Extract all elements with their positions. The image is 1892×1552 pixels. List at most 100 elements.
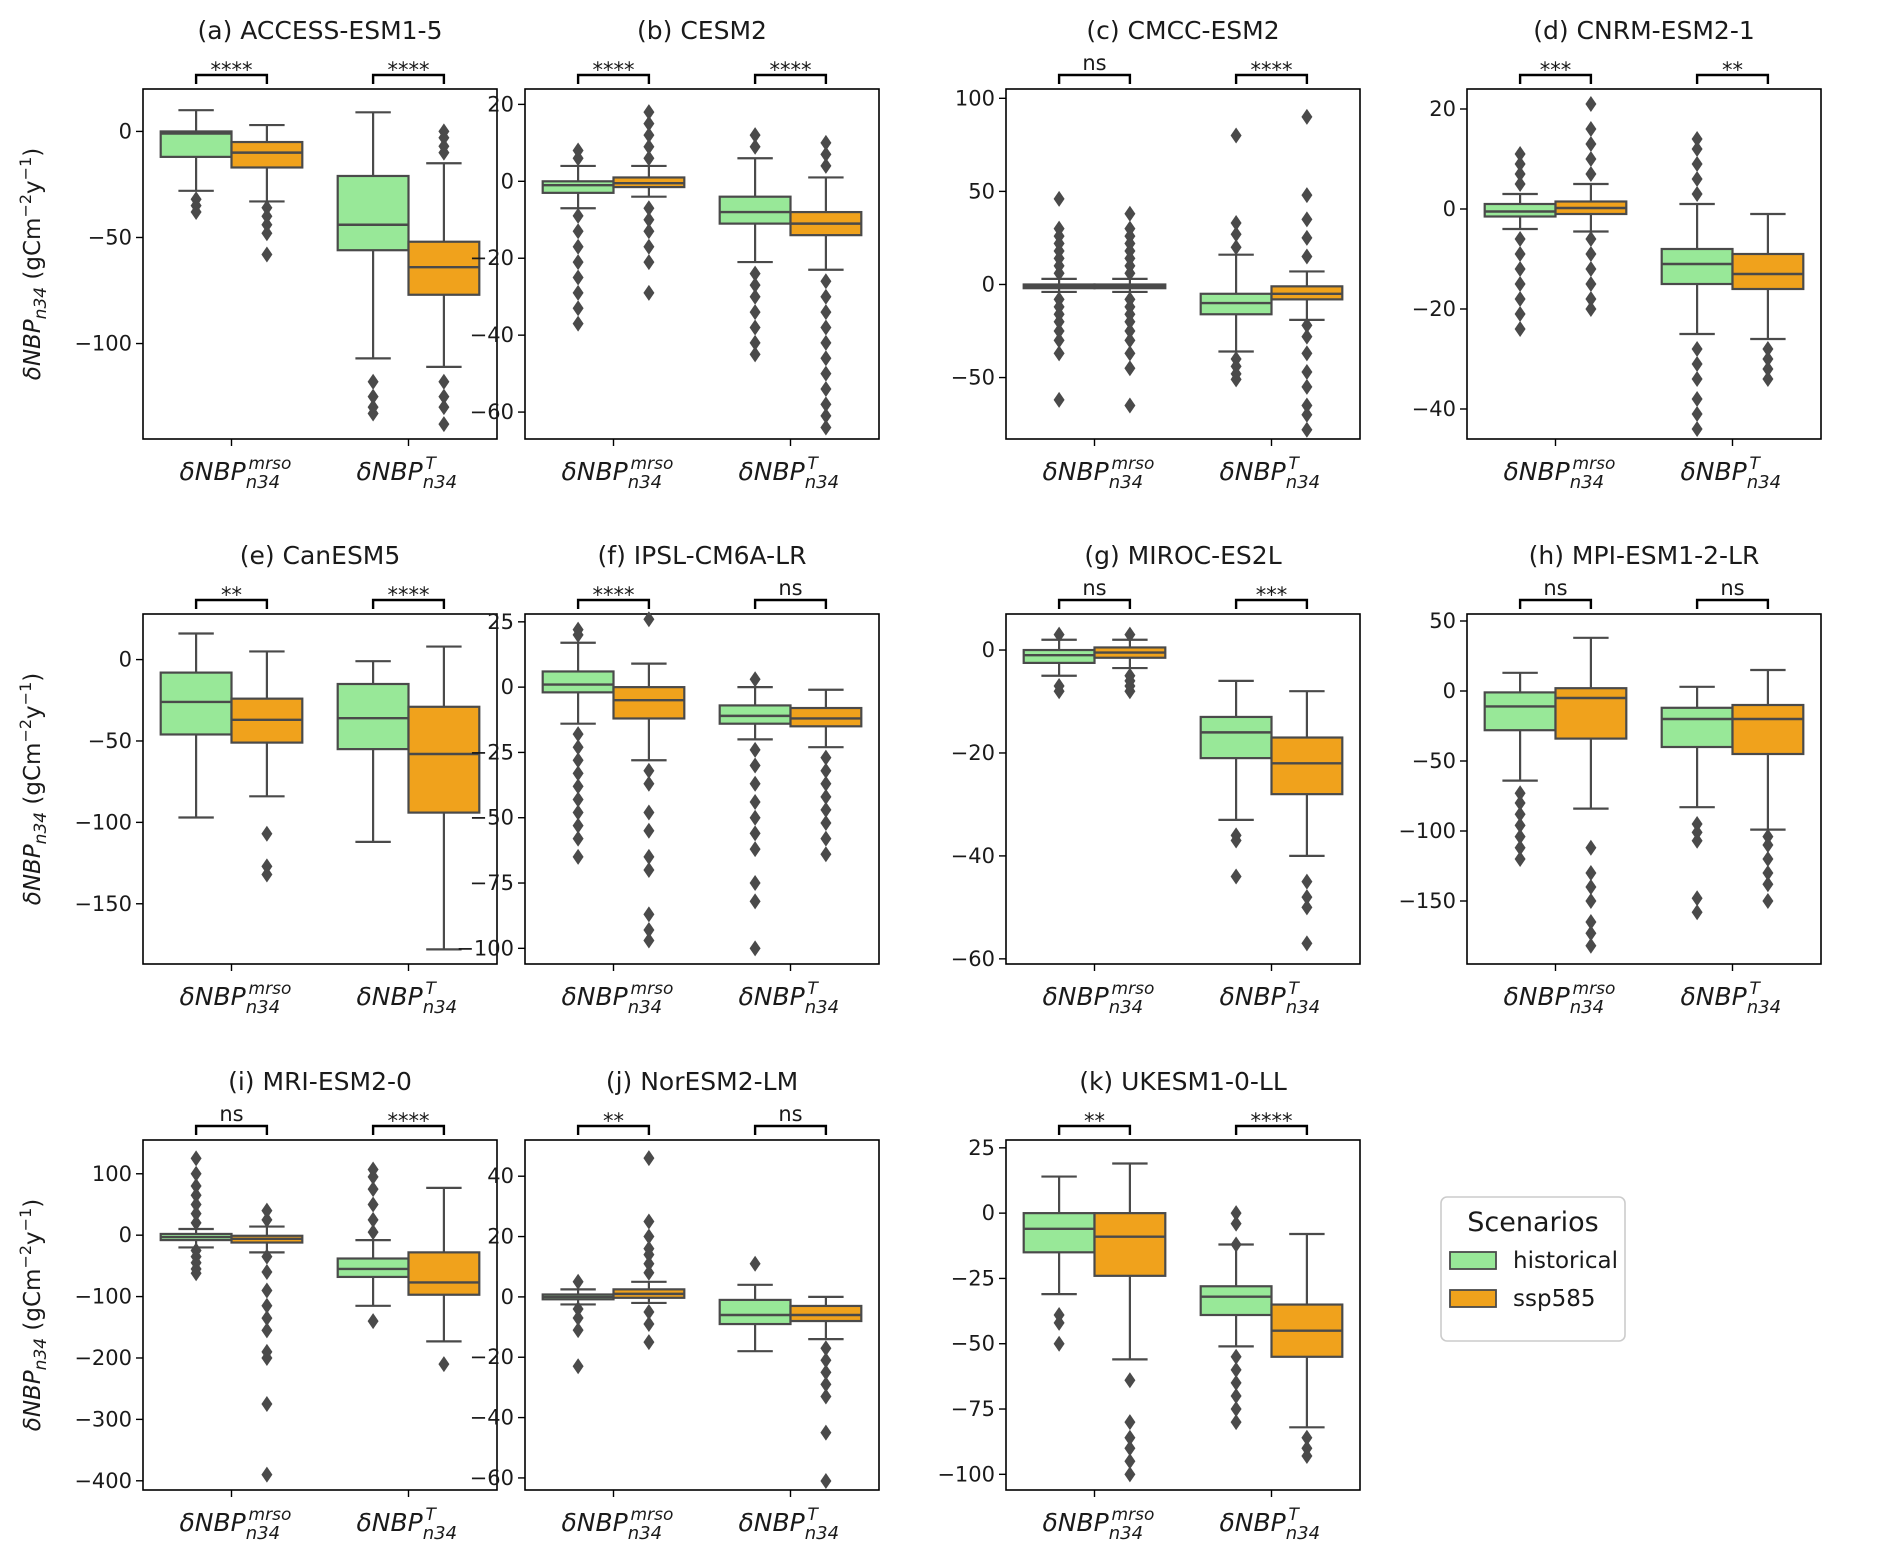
outlier-point (643, 138, 655, 155)
outlier-point (749, 775, 761, 792)
outlier-point (820, 830, 832, 847)
box-ssp585-t (789, 134, 863, 436)
x-tick-label: δNBPn34T (1220, 454, 1321, 493)
outlier-point (643, 804, 655, 821)
box-body (612, 686, 686, 720)
y-tick-label: −60 (951, 947, 995, 971)
box-body (336, 682, 410, 751)
y-tick-label: −60 (470, 400, 514, 424)
outlier-point (643, 238, 655, 255)
outlier-point (261, 1297, 273, 1314)
axes-frame (1005, 88, 1361, 440)
outlier-point (438, 373, 450, 390)
box-body (1660, 247, 1734, 286)
outlier-point (1053, 345, 1065, 362)
panel-9: (i) MRI-ESM2-0 100 0 −100 −200 −300 −400 δNBPn3… (16, 1067, 498, 1544)
box-body (1093, 1212, 1167, 1277)
outlier-point (643, 1240, 655, 1257)
y-tick-label: −50 (470, 806, 514, 830)
panel-title: (i) MRI-ESM2-0 (228, 1067, 412, 1096)
y-tick-label: −20 (470, 1345, 514, 1369)
box-body (1483, 691, 1557, 732)
outlier-point (1585, 276, 1597, 292)
box-ssp585-t (1270, 1232, 1344, 1465)
significance-label: ns (1082, 51, 1106, 75)
outlier-point (643, 127, 655, 144)
box-body (1270, 736, 1344, 796)
outlier-point (749, 809, 761, 826)
outlier-point (820, 365, 832, 382)
outlier-point (1301, 248, 1313, 265)
box-body (407, 705, 481, 814)
outlier-point (643, 1228, 655, 1245)
outlier-point (1301, 1429, 1313, 1446)
x-tick-label: δNBPn34mrso (562, 979, 674, 1018)
outlier-point (438, 388, 450, 405)
outlier-point (749, 265, 761, 282)
outlier-point (643, 932, 655, 949)
outlier-point (1585, 231, 1597, 247)
outlier-point (820, 1424, 832, 1441)
significance-bracket (576, 1124, 651, 1135)
box-historical-t (718, 127, 792, 363)
y-tick-label: −400 (74, 1469, 132, 1493)
outlier-point (1514, 851, 1526, 867)
outlier-point (367, 388, 379, 405)
x-tick-label: δNBPn34mrso (562, 454, 674, 493)
box-body (718, 1298, 792, 1326)
outlier-point (261, 225, 273, 242)
outlier-point (1514, 795, 1526, 811)
outlier-point (749, 334, 761, 351)
box-ssp585-t (407, 123, 481, 433)
outlier-point (820, 762, 832, 779)
outlier-point (572, 778, 584, 795)
outlier-point (643, 1150, 655, 1167)
outlier-point (1691, 824, 1703, 841)
outlier-point (572, 621, 584, 638)
box-ssp585-mrso (1093, 626, 1167, 700)
box-historical-t (1660, 685, 1734, 921)
y-tick-label: −50 (951, 1332, 995, 1356)
outlier-point (1691, 131, 1703, 147)
outlier-point (1514, 839, 1526, 856)
box-historical-t (336, 111, 410, 422)
outlier-point (1230, 1361, 1242, 1378)
significance-bracket (1695, 598, 1770, 609)
x-tick-label: δNBPn34mrso (1504, 979, 1616, 1018)
box-ssp585-t (789, 1295, 863, 1489)
outlier-point (749, 825, 761, 842)
box-ssp585-mrso (612, 104, 686, 301)
outlier-point (1053, 313, 1065, 330)
outlier-point (572, 1358, 584, 1375)
outlier-point (1230, 868, 1242, 885)
y-tick-label: 25 (968, 1136, 995, 1160)
outlier-point (1585, 839, 1597, 856)
outlier-point (643, 115, 655, 132)
box-ssp585-mrso (230, 123, 304, 263)
significance-label: ns (1720, 576, 1744, 600)
outlier-point (1124, 323, 1136, 340)
outlier-point (643, 848, 655, 865)
outlier-point (1301, 211, 1313, 228)
x-tick-label: δNBPn34mrso (1043, 979, 1155, 1018)
outlier-point (643, 611, 655, 628)
outlier-point (1691, 904, 1703, 921)
box-ssp585-mrso (1093, 1162, 1167, 1483)
x-tick-label: δNBPn34T (1681, 454, 1782, 493)
y-axis-label: δNBPn34 (gCm−2y−1) (16, 148, 51, 381)
panel-7: (g) MIROC-ES2L 0 −20 −40 −60 δNBPn34mrso δNBPn… (951, 541, 1361, 1018)
outlier-point (820, 319, 832, 336)
outlier-point (367, 1313, 379, 1330)
outlier-point (572, 238, 584, 255)
outlier-point (261, 1264, 273, 1281)
outlier-point (1124, 1466, 1136, 1483)
y-tick-label: 20 (487, 1225, 514, 1249)
outlier-point (1053, 1314, 1065, 1331)
outlier-point (1301, 187, 1313, 204)
outlier-point (1762, 351, 1774, 367)
y-tick-label: −50 (88, 729, 132, 753)
outlier-point (1053, 323, 1065, 340)
outlier-point (749, 757, 761, 774)
outlier-point (643, 200, 655, 217)
x-tick-label: δNBPn34T (739, 454, 840, 493)
